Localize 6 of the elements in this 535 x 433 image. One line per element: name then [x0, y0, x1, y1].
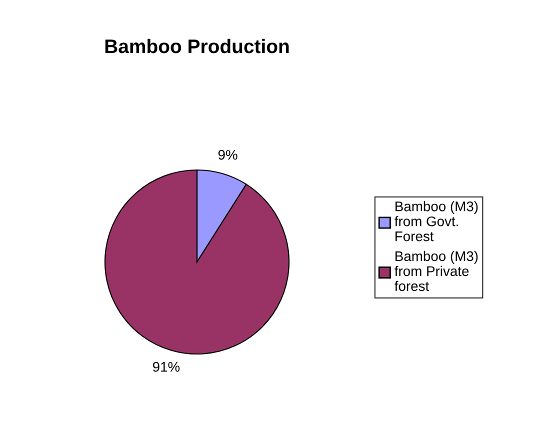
chart-title: Bamboo Production [105, 38, 289, 54]
legend-label: Bamboo (M3) from Govt. Forest [394, 201, 478, 242]
legend-label: Bamboo (M3) from Private forest [394, 250, 478, 292]
data-label: 9% [218, 150, 238, 160]
pie-slice [104, 169, 290, 355]
data-label: 91% [152, 362, 180, 372]
